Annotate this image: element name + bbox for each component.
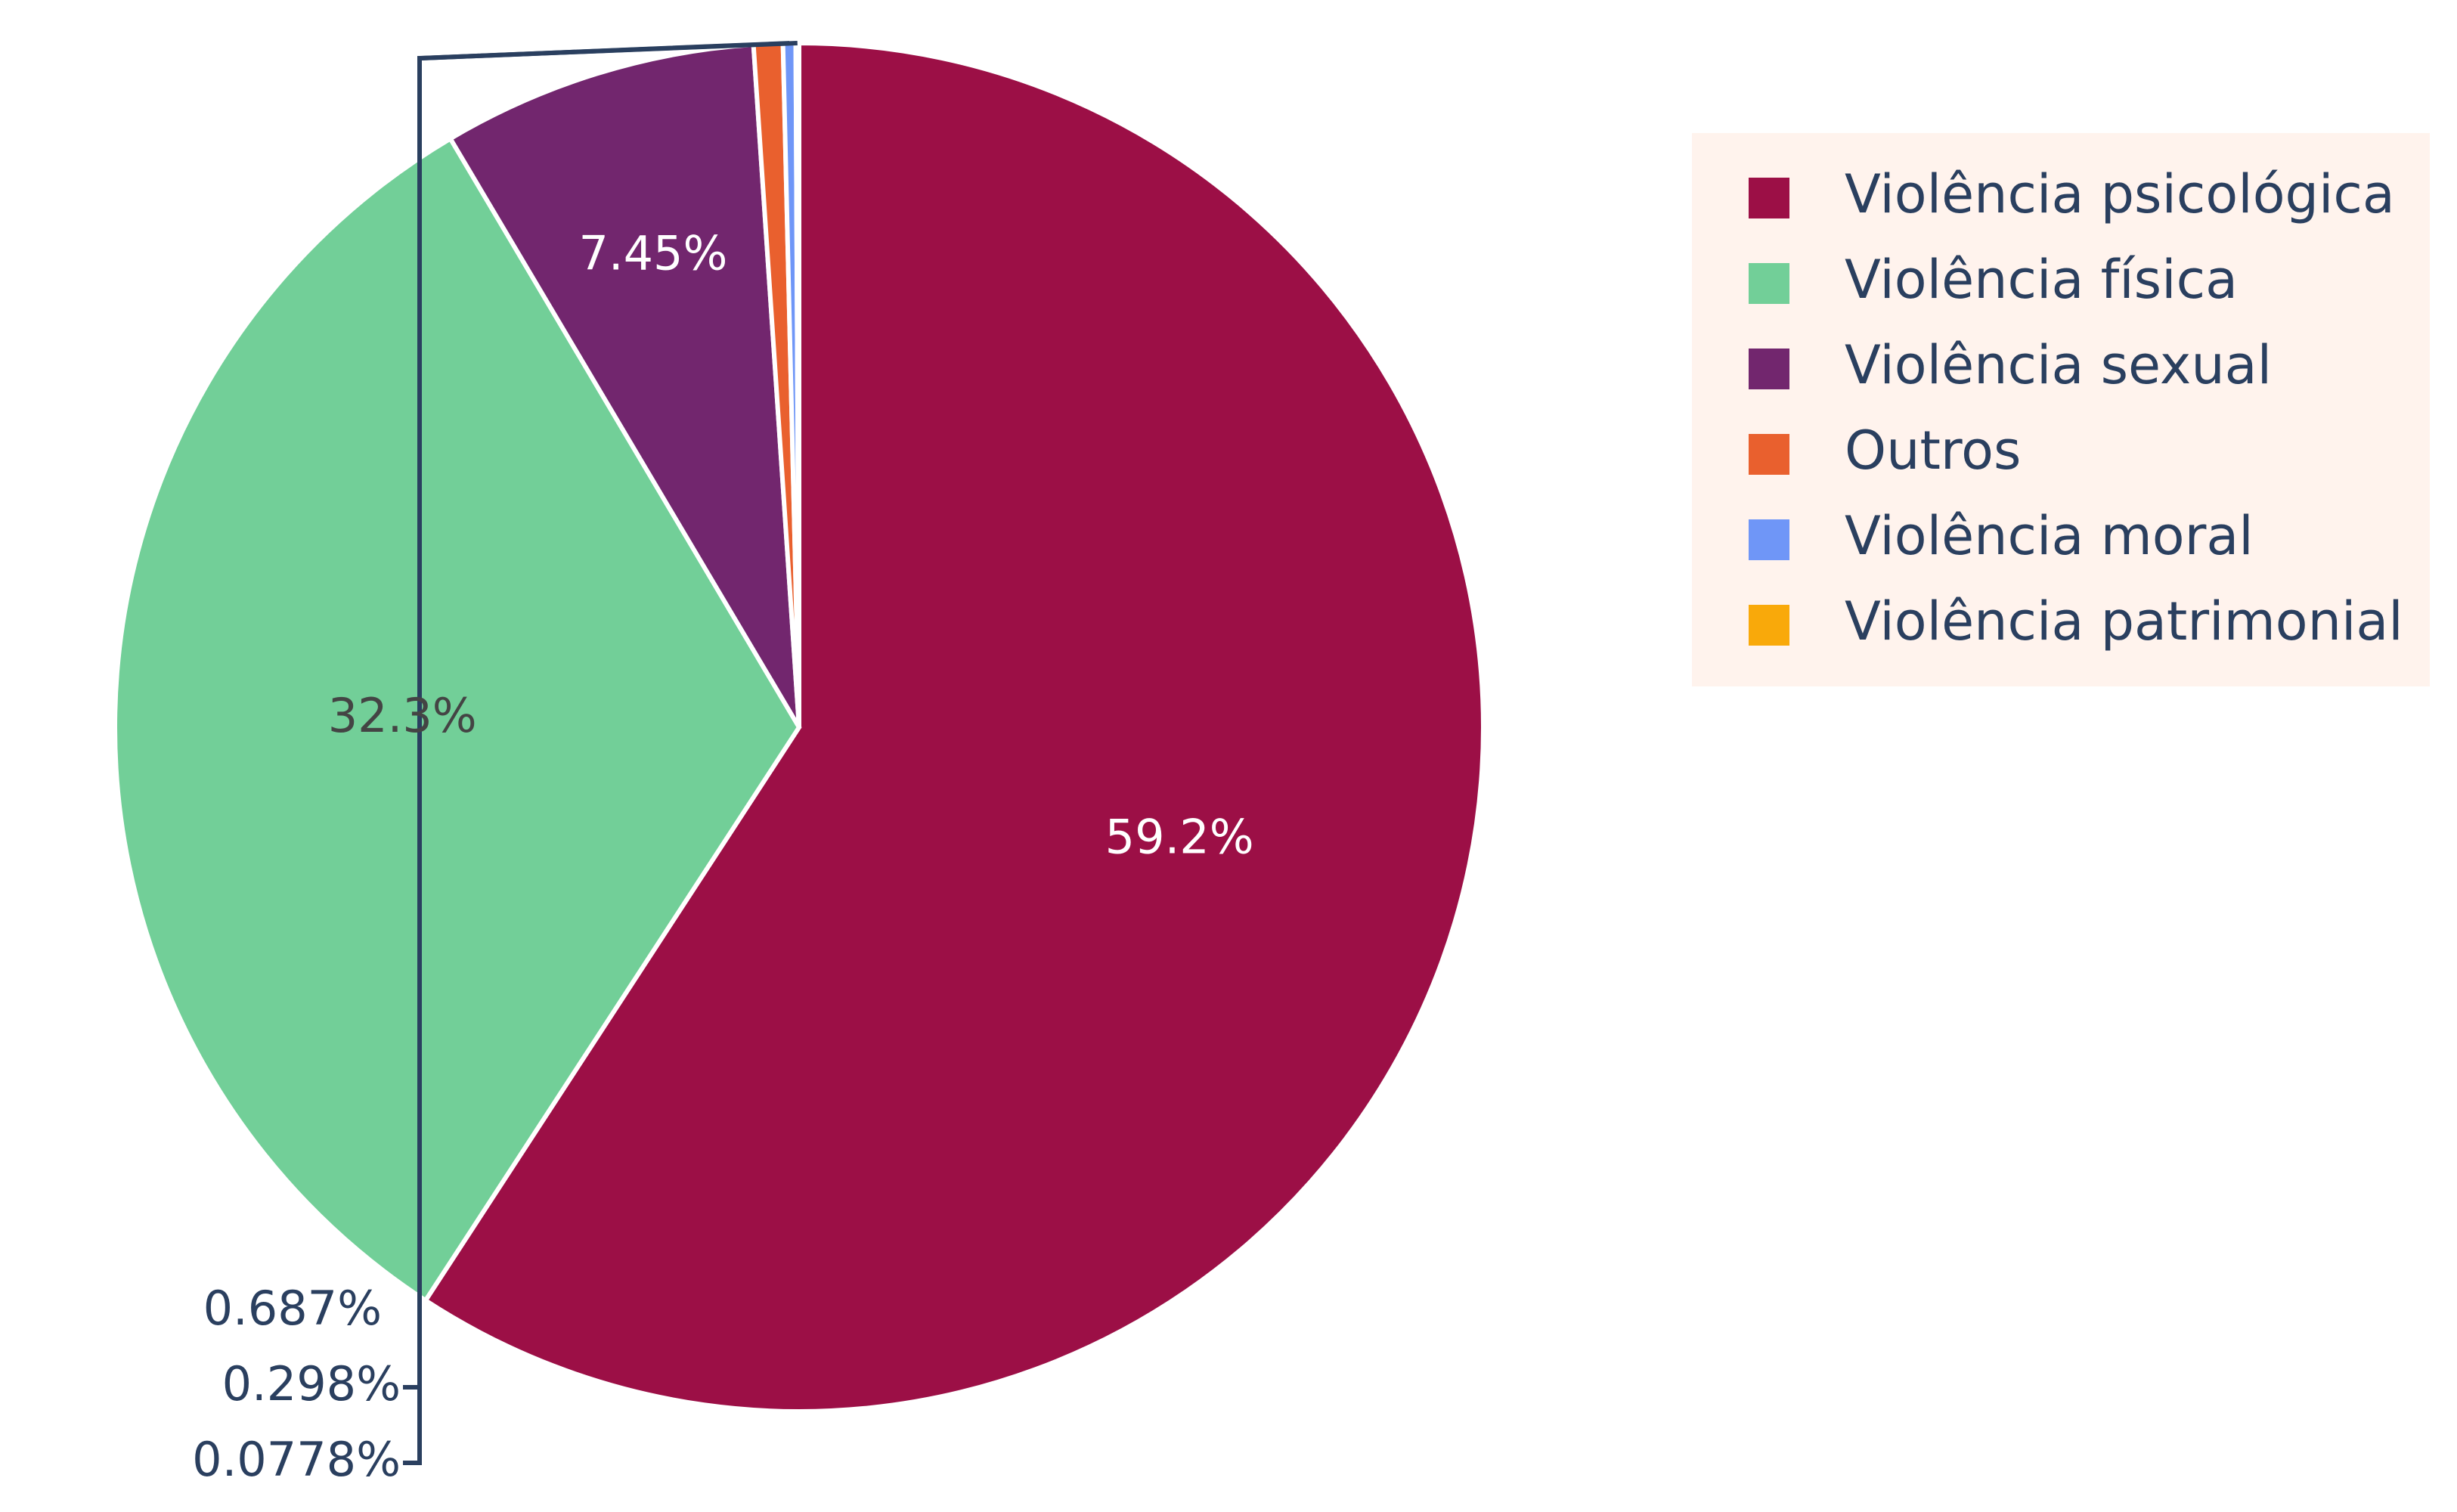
pie-slice-violencia-fisica[interactable] (113, 135, 802, 1304)
legend-label: Violência sexual (1845, 334, 2272, 396)
slice-label-violencia-fisica: 32.3% (328, 688, 477, 743)
legend-item-violencia-fisica[interactable]: Violência física (1749, 249, 2238, 311)
slice-label-violencia-moral: 0.298% (222, 1356, 401, 1411)
legend-item-violencia-patrimonial[interactable]: Violência patrimonial (1749, 590, 2403, 652)
slice-label-violencia-sexual: 7.45% (578, 226, 727, 281)
slice-label-violencia-psicologica: 59.2% (1105, 810, 1254, 865)
pie-slices (113, 40, 1486, 1414)
slice-label-outros: 0.687% (203, 1281, 382, 1336)
slice-label-violencia-patrimonial: 0.0778% (192, 1432, 401, 1487)
pie-slice-violencia-psicologica[interactable] (422, 40, 1486, 1414)
legend-item-violencia-moral[interactable]: Violência moral (1749, 505, 2254, 567)
legend-label: Outros (1845, 420, 2021, 482)
legend-swatch (1749, 519, 1789, 560)
leader-line-violencia-patrimonial (403, 41, 798, 1465)
legend-label: Violência física (1845, 249, 2238, 311)
legend-item-violencia-sexual[interactable]: Violência sexual (1749, 334, 2272, 396)
legend-swatch (1749, 434, 1789, 475)
legend-item-violencia-psicologica[interactable]: Violência psicológica (1749, 163, 2395, 225)
legend-item-outros[interactable]: Outros (1749, 420, 2021, 482)
legend-label: Violência moral (1845, 505, 2254, 567)
legend-swatch (1749, 178, 1789, 218)
slice-labels: 59.2% 32.3% 7.45% 0.687% 0.298% 0.0778% (192, 226, 1254, 1487)
legend-label: Violência patrimonial (1845, 590, 2403, 652)
legend-background (1692, 133, 2430, 686)
legend[interactable]: Violência psicológica Violência física Vio… (1692, 133, 2430, 686)
legend-swatch (1749, 263, 1789, 304)
leader-lines (403, 41, 798, 1465)
legend-label: Violência psicológica (1845, 163, 2395, 225)
legend-swatch (1749, 349, 1789, 389)
legend-swatch (1749, 605, 1789, 646)
